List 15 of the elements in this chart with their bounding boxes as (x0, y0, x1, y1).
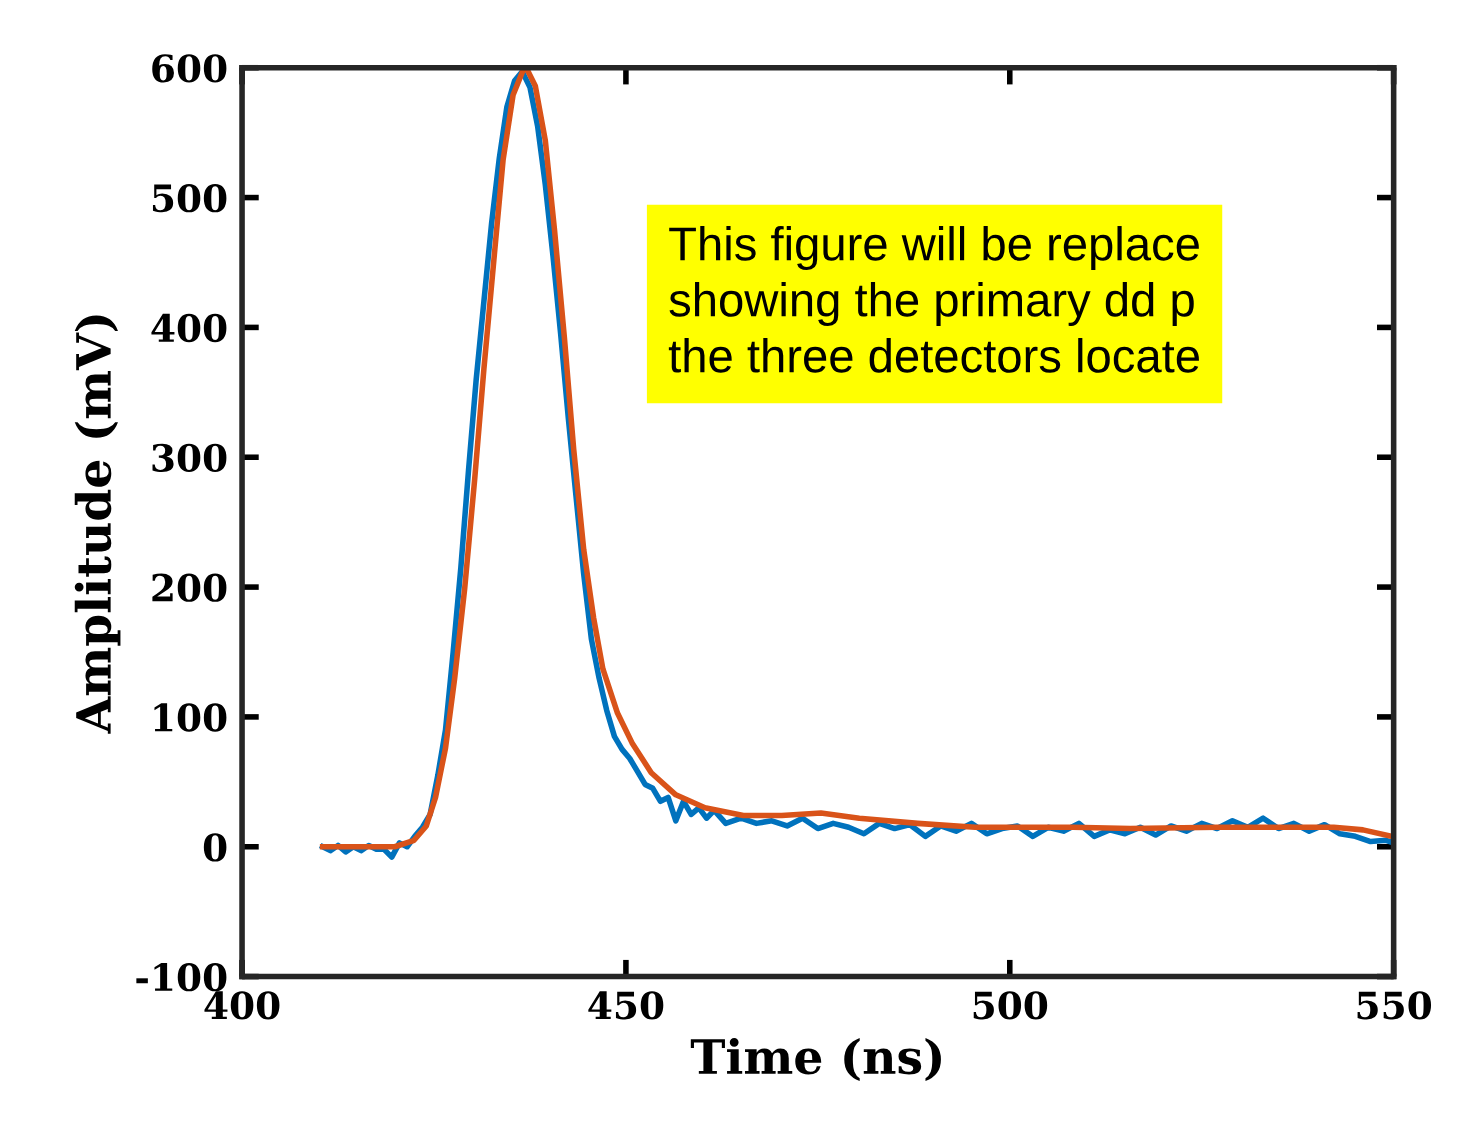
y-tick-label: -100 (136, 963, 227, 992)
annotation: This figure will be replace showing the primary dd p the three detectors locate (668, 226, 1199, 373)
y-tick-label: 500 (152, 183, 227, 213)
y-tick-label: 0 (203, 833, 227, 862)
y-tick-label: 100 (154, 703, 227, 732)
y-axis-title: Amplitude (mV) (74, 315, 121, 734)
y-tick-label: 400 (151, 313, 227, 343)
x-axis-title: Time (ns) (690, 1037, 941, 1082)
x-tick-label: 500 (973, 991, 1048, 1020)
y-tick-label: 200 (152, 573, 227, 602)
x-tick-label: 550 (1357, 991, 1432, 1020)
x-tick-label: 400 (204, 991, 280, 1020)
x-tick-label: 450 (588, 991, 664, 1020)
y-tick-label: 600 (152, 54, 227, 83)
y-tick-label: 300 (152, 443, 227, 473)
